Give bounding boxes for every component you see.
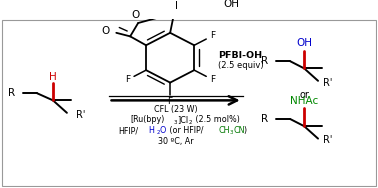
Text: F: F [210, 31, 215, 40]
Text: OH: OH [224, 0, 240, 9]
Text: R': R' [76, 111, 85, 121]
Text: (2.5 mol%): (2.5 mol%) [193, 115, 240, 124]
Text: 2: 2 [156, 130, 160, 135]
Text: PFBI-OH: PFBI-OH [218, 51, 262, 60]
Text: O: O [131, 10, 139, 20]
Text: ]Cl: ]Cl [177, 115, 188, 124]
Text: F: F [210, 75, 215, 84]
Text: HFIP/: HFIP/ [119, 126, 139, 135]
Text: [Ru(bpy): [Ru(bpy) [130, 115, 165, 124]
Text: R: R [261, 56, 268, 66]
Text: (or HFIP/: (or HFIP/ [167, 126, 204, 135]
Text: ): ) [243, 126, 247, 135]
Text: R: R [8, 88, 15, 98]
Text: 30 ºC, Ar: 30 ºC, Ar [158, 137, 194, 146]
Text: 2: 2 [189, 120, 192, 125]
Text: R: R [261, 114, 268, 124]
Text: I: I [175, 1, 178, 11]
Text: CH: CH [219, 126, 230, 135]
Text: O: O [159, 126, 166, 135]
FancyBboxPatch shape [2, 20, 376, 186]
Text: H: H [148, 126, 154, 135]
Text: CN: CN [234, 126, 245, 135]
Text: CFL (23 W): CFL (23 W) [154, 105, 197, 114]
Text: R': R' [323, 135, 332, 145]
Text: or: or [299, 90, 309, 100]
Text: F: F [167, 97, 173, 106]
Text: R': R' [323, 78, 332, 88]
Text: (2.5 equiv): (2.5 equiv) [218, 61, 263, 70]
Text: OH: OH [296, 39, 312, 49]
Text: 3: 3 [230, 130, 233, 135]
Text: O: O [101, 26, 109, 36]
Text: F: F [125, 75, 130, 84]
Text: H: H [49, 72, 57, 82]
Text: NHAc: NHAc [290, 96, 318, 106]
Text: 3: 3 [173, 120, 177, 125]
